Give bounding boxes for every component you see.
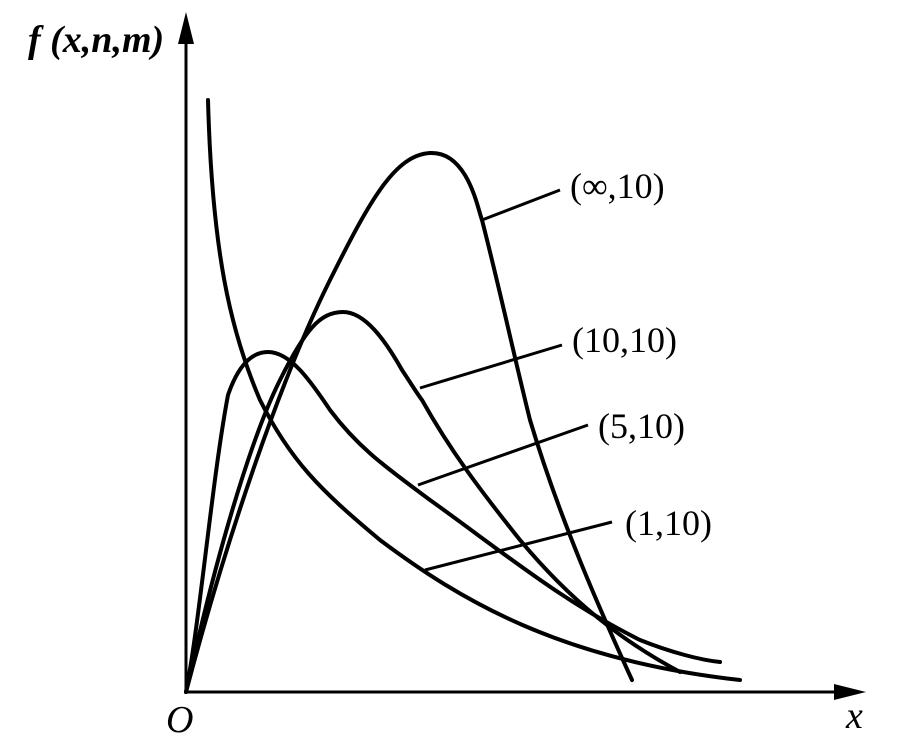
leader-line-inf-10 [481, 188, 561, 222]
leader-line-5-10 [417, 423, 589, 487]
x-axis-label: x [845, 695, 863, 737]
series-line-inf-10 [184, 150, 634, 694]
x-axis-arrow-icon [834, 684, 866, 700]
series-line-5-10 [184, 350, 722, 694]
leader-line-10-10 [419, 343, 563, 390]
series-label-5-10: (5,10) [598, 406, 685, 446]
series-label-10-10: (10,10) [572, 320, 677, 360]
series-line-1-10 [206, 98, 742, 682]
series-label-1-10: (1,10) [625, 503, 712, 543]
series-line-10-10 [184, 310, 682, 694]
leader-line-1-10 [424, 520, 613, 572]
y-axis-arrow-icon [178, 12, 194, 44]
y-axis-label: f (x,n,m) [28, 19, 164, 61]
series-label-inf-10: (∞,10) [570, 166, 665, 206]
origin-label: O [166, 699, 193, 741]
